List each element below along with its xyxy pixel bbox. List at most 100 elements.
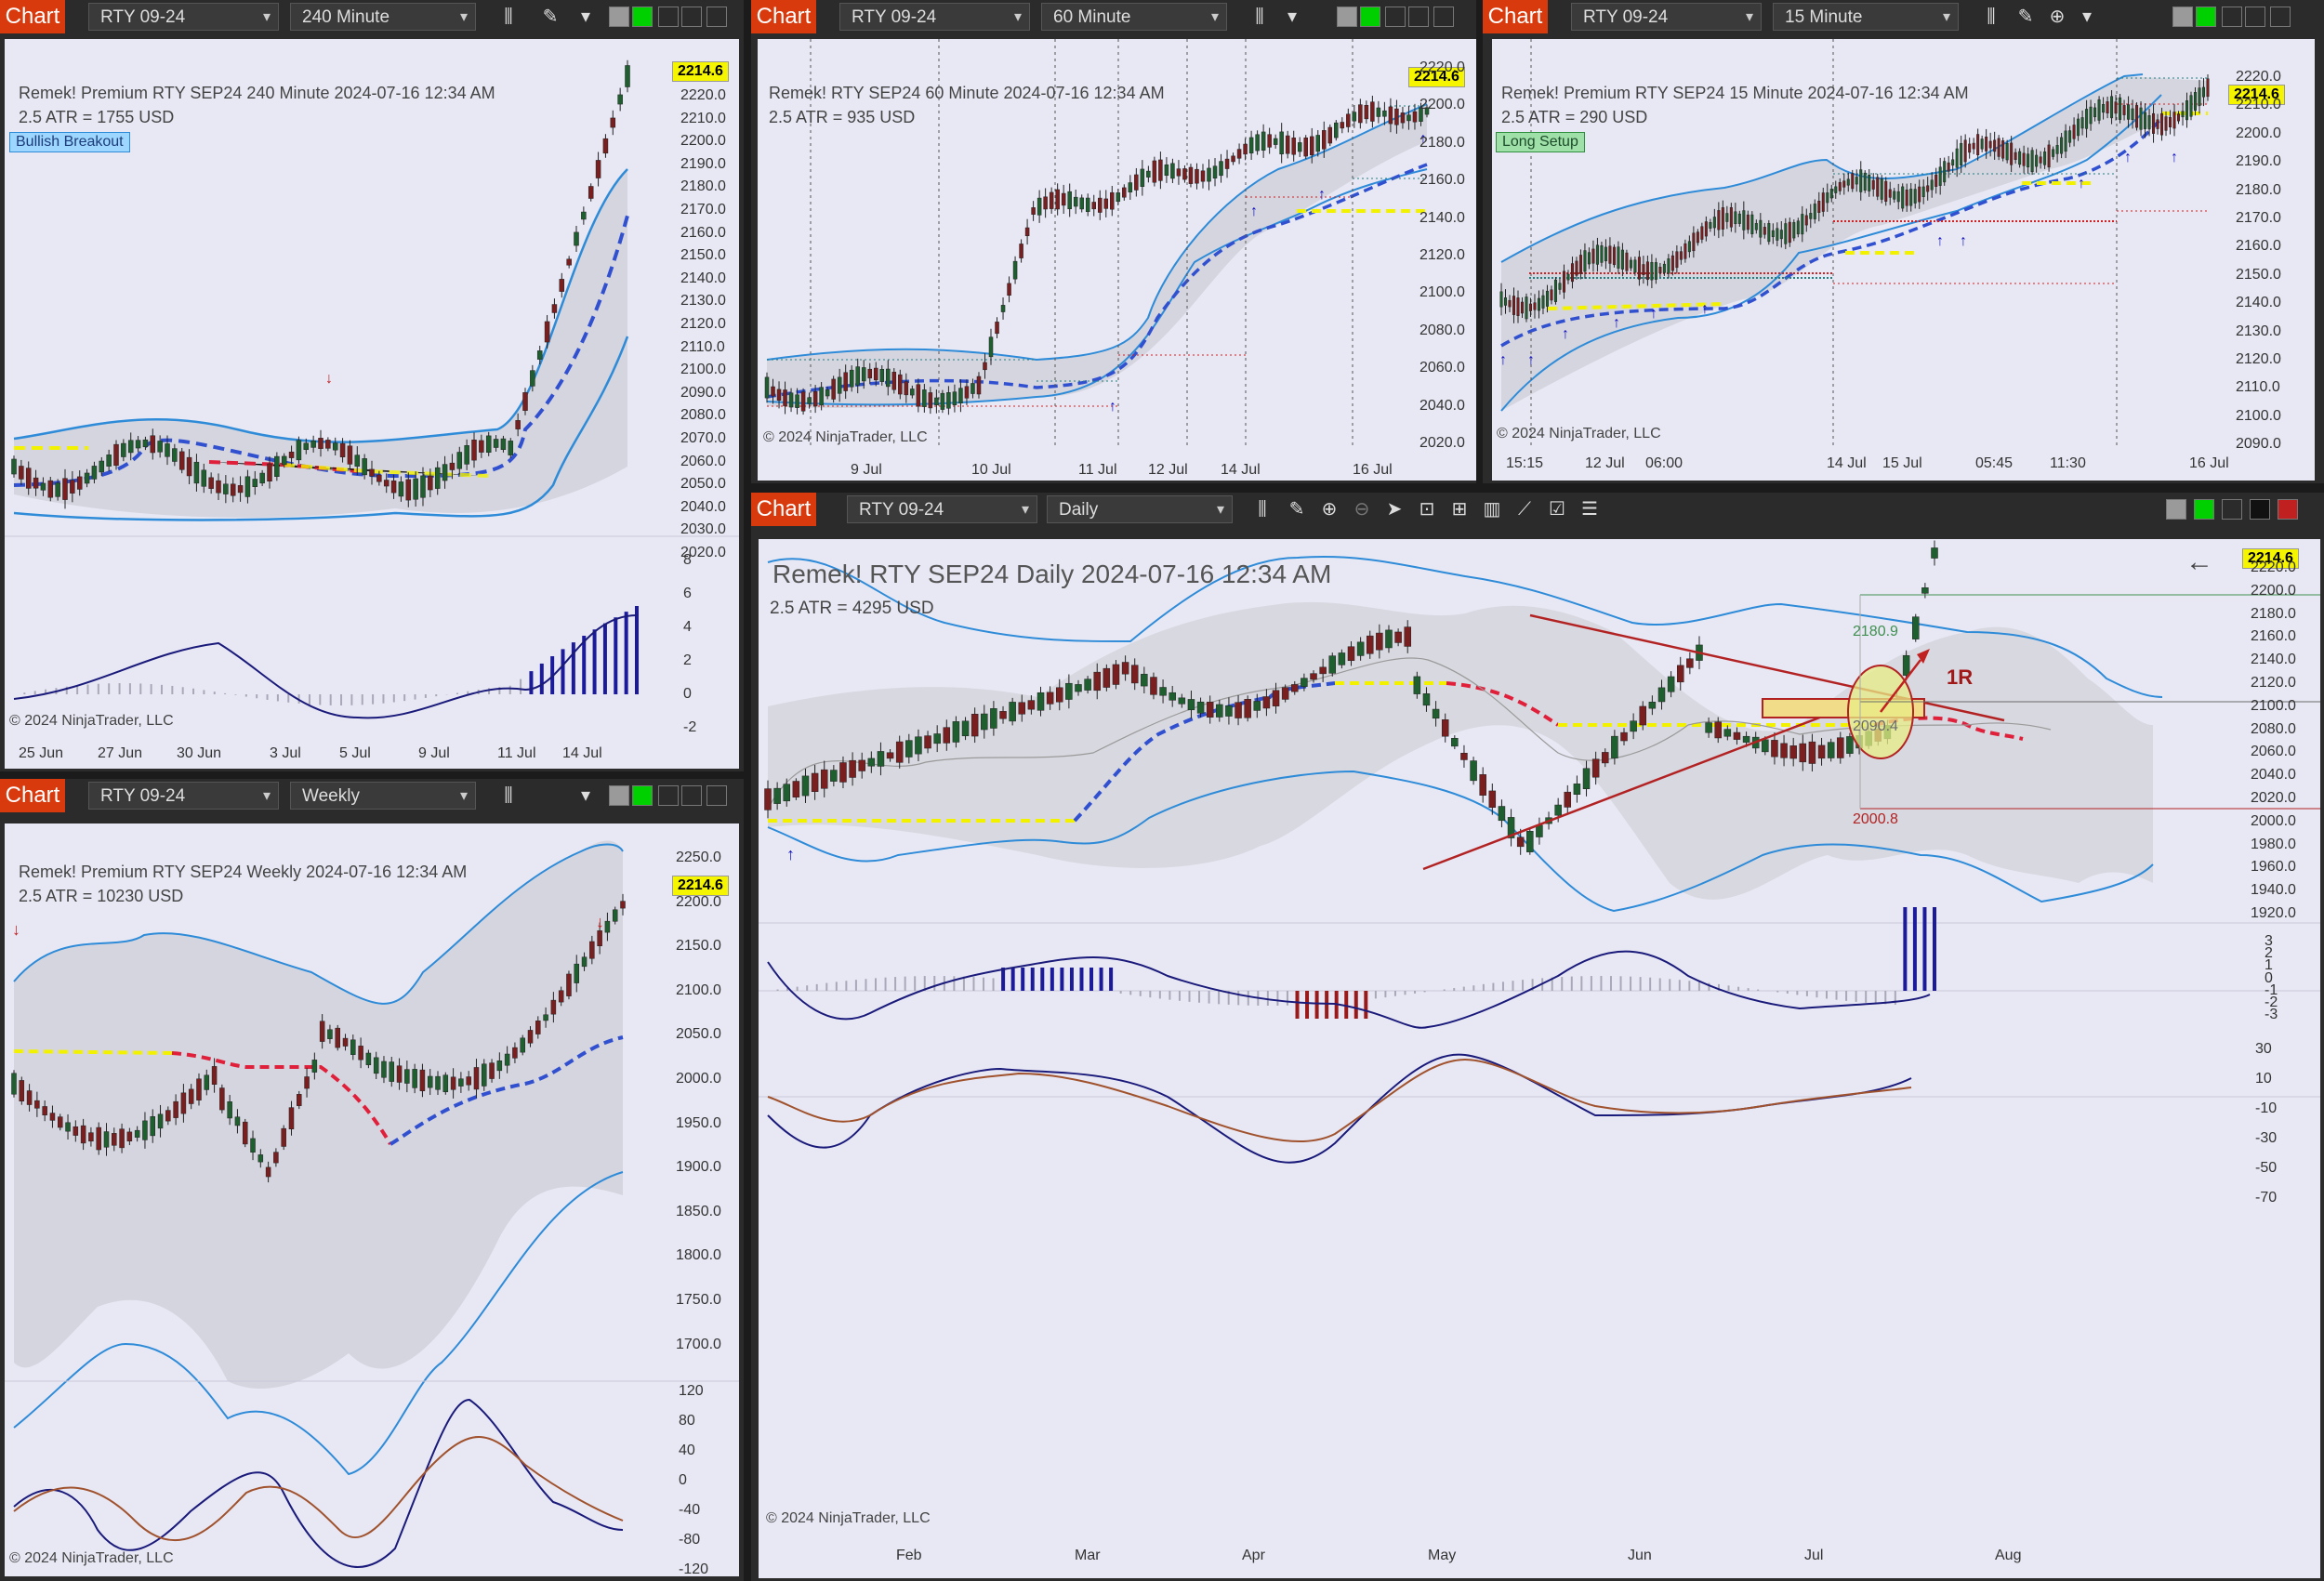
minimize-button[interactable] (1385, 7, 1406, 27)
candle-body (1273, 138, 1278, 145)
price-plot[interactable]: ↓ Remek! Premium RTY SEP24 240 Minute 20… (5, 39, 739, 769)
candle-body (1116, 192, 1121, 203)
candle-body (1813, 204, 1816, 219)
instrument-selector[interactable]: RTY 09-24 ▾ (88, 3, 279, 31)
candle-body (135, 440, 141, 449)
interval-selector[interactable]: 240 Minute ▾ (290, 3, 476, 31)
bar-style-icon[interactable]: ⫼ (1258, 499, 1267, 520)
ma-red (171, 1051, 392, 1146)
window-link-green-button[interactable] (632, 785, 653, 806)
bar-style-icon[interactable]: ⫼ (1987, 7, 1996, 27)
up-arrow-icon: ↑ (1250, 204, 1258, 219)
price-plot[interactable]: ↑ ↑ ↑ ↑ Remek! RTY SEP24 60 Minute 2024-… (758, 39, 1476, 481)
candle-body (2077, 118, 2080, 137)
candle-body (1558, 283, 1562, 290)
oscillator-line (13, 614, 638, 719)
data-box-icon[interactable]: ⊡ (1419, 499, 1435, 520)
maximize-button[interactable] (2250, 499, 2270, 520)
chart-menu-button[interactable]: Chart (751, 0, 816, 33)
candle-body (354, 455, 361, 467)
minimize-button[interactable] (658, 7, 679, 27)
close-button[interactable] (706, 7, 727, 27)
window-link-green-button[interactable] (2196, 7, 2216, 27)
list-icon[interactable]: ☰ (1581, 499, 1598, 520)
price-plot[interactable]: ↓ ↓ Remek! Premium RTY SEP24 Weekly 2024… (5, 823, 739, 1576)
dropdown-arrow-icon[interactable]: ▾ (2081, 7, 2093, 27)
close-button[interactable] (2270, 7, 2291, 27)
chart-menu-button[interactable]: Chart (1483, 0, 1548, 33)
drawing-tool-icon[interactable]: ✎ (542, 7, 559, 27)
dropdown-arrow-icon[interactable]: ▾ (580, 785, 591, 806)
price-tick-label: 0 (2265, 969, 2273, 986)
window-gray-button[interactable] (609, 785, 629, 806)
properties-icon[interactable]: ☑ (1549, 499, 1565, 520)
zoom-in-icon[interactable]: ⊕ (1321, 499, 1338, 520)
close-button[interactable] (706, 785, 727, 806)
chart-trader-icon[interactable]: ⟋ (1518, 499, 1531, 520)
chart-toolbar: Chart RTY 09-24 ▾ 15 Minute ▾ ⫼ ✎ ⊕ ▾ (1483, 0, 2324, 33)
maximize-button[interactable] (2245, 7, 2265, 27)
chart-menu-button[interactable]: Chart (751, 493, 816, 526)
candle-body (1031, 207, 1036, 215)
dropdown-arrow-icon[interactable]: ▾ (1287, 7, 1298, 27)
maximize-button[interactable] (681, 7, 702, 27)
candle-body (940, 392, 945, 410)
drawing-tool-icon[interactable]: ✎ (1288, 499, 1305, 520)
candle-body (332, 442, 338, 451)
candle-body (471, 440, 477, 461)
strategies-icon[interactable]: ▥ (1483, 499, 1501, 520)
price-tick-label: 2170.0 (680, 202, 726, 217)
bar-style-icon[interactable]: ⫼ (504, 7, 513, 27)
window-link-green-button[interactable] (632, 7, 653, 27)
time-tick-label: 9 Jul (418, 745, 450, 761)
back-arrow-icon[interactable]: ← (2185, 547, 2213, 577)
zoom-out-icon[interactable]: ⊖ (1353, 499, 1370, 520)
chart-menu-button[interactable]: Chart (0, 0, 65, 33)
price-plot[interactable]: ↑ ↑ ↑ ↑ ↑ ↑ ↑ ↑ ↑ ↑ ↑ Remek! Premium RTY… (1492, 39, 2315, 481)
candle-body (1921, 587, 1929, 594)
indicators-icon[interactable]: ⊞ (1451, 499, 1468, 520)
instrument-selector[interactable]: RTY 09-24 ▾ (1571, 3, 1762, 31)
minimize-button[interactable] (2222, 499, 2242, 520)
interval-selector[interactable]: Weekly ▾ (290, 782, 476, 810)
window-gray-button[interactable] (2166, 499, 2186, 520)
candle-body (208, 477, 214, 489)
candle-body (2030, 150, 2034, 173)
instrument-selector[interactable]: RTY 09-24 ▾ (88, 782, 279, 810)
interval-selector[interactable]: Daily ▾ (1047, 495, 1233, 523)
candle-body (2043, 152, 2047, 165)
pointer-icon[interactable]: ➤ (1386, 499, 1403, 520)
candle-body (1934, 175, 1938, 187)
interval-selector[interactable]: 15 Minute ▾ (1773, 3, 1959, 31)
bar-style-icon[interactable]: ⫼ (1255, 7, 1264, 27)
close-button[interactable] (2278, 499, 2298, 520)
candle-body (1846, 736, 1854, 754)
zoom-in-icon[interactable]: ⊕ (2049, 7, 2066, 27)
candle-body (1955, 148, 1959, 168)
dropdown-arrow-icon[interactable]: ▾ (580, 7, 591, 27)
chart-menu-button[interactable]: Chart (0, 779, 65, 812)
candle-body (1255, 134, 1260, 152)
interval-selector[interactable]: 60 Minute ▾ (1041, 3, 1227, 31)
interval-value: 15 Minute (1785, 7, 1863, 27)
maximize-button[interactable] (681, 785, 702, 806)
minimize-button[interactable] (658, 785, 679, 806)
window-link-green-button[interactable] (2194, 499, 2214, 520)
price-plot[interactable]: ↑ Remek! RTY SEP24 Daily 2024-07-16 12:3… (759, 539, 2320, 1578)
maximize-button[interactable] (1408, 7, 1429, 27)
minimize-button[interactable] (2222, 7, 2242, 27)
drawing-tool-icon[interactable]: ✎ (2017, 7, 2034, 27)
bar-style-icon[interactable]: ⫼ (504, 785, 513, 806)
window-gray-button[interactable] (2172, 7, 2193, 27)
window-gray-button[interactable] (1337, 7, 1357, 27)
candle-body (1868, 175, 1871, 191)
instrument-selector[interactable]: RTY 09-24 ▾ (847, 495, 1037, 523)
instrument-selector[interactable]: RTY 09-24 ▾ (839, 3, 1030, 31)
price-tick-label: 2090.0 (680, 384, 726, 401)
candle-body (1103, 667, 1111, 688)
candle-body (26, 1090, 33, 1105)
window-link-green-button[interactable] (1360, 7, 1380, 27)
window-gray-button[interactable] (609, 7, 629, 27)
close-button[interactable] (1433, 7, 1454, 27)
chart-window-daily: Chart RTY 09-24 ▾ Daily ▾ ⫼ ✎ ⊕ ⊖ ➤ ⊡ ⊞ ▥ … (751, 493, 2324, 1581)
